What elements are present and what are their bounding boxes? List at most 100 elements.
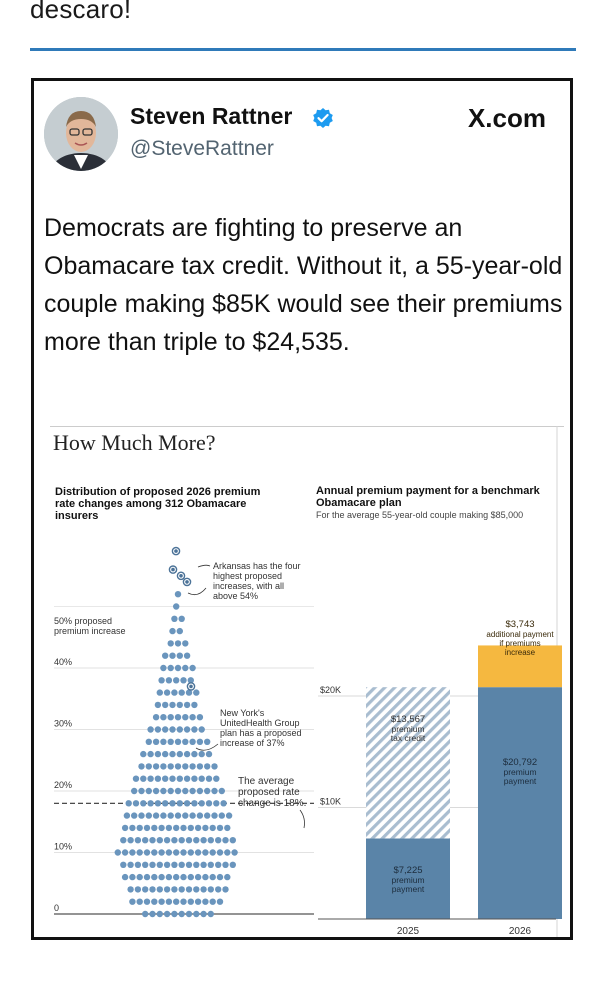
- insurer-dot: [158, 677, 165, 684]
- insurer-dot: [183, 726, 191, 733]
- bar2025-credit-l2: premium: [391, 724, 424, 734]
- insurer-dot: [215, 861, 222, 868]
- ny-label-3: plan has a proposed: [220, 728, 302, 738]
- insurer-dot: [160, 714, 167, 721]
- insurer-dot: [185, 886, 193, 893]
- insurer-dot: [162, 701, 169, 709]
- insurer-dot: [180, 677, 187, 684]
- insurer-dot: [224, 873, 231, 881]
- left-tick-label: 10%: [54, 842, 72, 852]
- insurer-dot: [189, 664, 196, 672]
- insurer-dot: [121, 849, 129, 856]
- insurer-dot: [189, 714, 196, 721]
- insurer-dot: [171, 689, 178, 696]
- insurer-dot: [185, 861, 193, 868]
- insurer-dot: [149, 861, 156, 868]
- insurer-dot: [183, 775, 191, 782]
- author-name[interactable]: Steven Rattner: [130, 103, 293, 129]
- author-handle[interactable]: @SteveRattner: [130, 137, 274, 160]
- insurer-dot: [205, 775, 213, 782]
- bar-premium-payment: [478, 687, 562, 919]
- insurer-dot: [143, 898, 151, 905]
- insurer-dot: [205, 750, 213, 758]
- insurer-dot: [171, 615, 178, 622]
- insurer-dot: [165, 824, 173, 832]
- insurer-dot: [209, 873, 216, 881]
- insurer-dot: [149, 886, 156, 893]
- insurer-dot: [189, 763, 196, 770]
- insurer-dot: [196, 787, 204, 795]
- arkansas-label-3: increases, with all: [213, 581, 284, 591]
- insurer-dot: [198, 726, 205, 733]
- insurer-dot: [174, 714, 182, 721]
- bar-tick-label: $20K: [320, 685, 341, 695]
- left-chart-title: Distribution of proposed 2026 premium ra…: [55, 486, 261, 522]
- insurer-dot: [143, 849, 151, 856]
- insurer-dot: [173, 873, 180, 881]
- insurer-dot: [200, 910, 207, 918]
- insurer-dot: [204, 787, 211, 795]
- bar2025-pay-l1: $7,225: [393, 865, 422, 876]
- bar-category-label: 2025: [397, 926, 420, 937]
- insurer-dot: [151, 898, 158, 905]
- insurer-dot: [180, 873, 187, 881]
- insurer-dot: [136, 873, 143, 881]
- insurer-dot: [183, 800, 191, 807]
- insurer-dot: [158, 849, 165, 856]
- insurer-dot: [173, 677, 180, 684]
- insurer-dot: [196, 714, 204, 721]
- insurer-dot: [121, 824, 129, 832]
- insurer-dot: [149, 910, 156, 918]
- label-50pct-1: 50% proposed: [54, 616, 112, 626]
- insurer-dot: [174, 664, 182, 672]
- bar2025-pay-l2: premium: [391, 875, 424, 885]
- insurer-dot: [151, 873, 158, 881]
- insurer-dot: [156, 886, 163, 893]
- insurer-dot: [213, 775, 220, 782]
- bar-additional-payment: [478, 645, 562, 688]
- insurer-dot: [216, 824, 224, 832]
- insurer-dot: [134, 886, 142, 893]
- insurer-dot: [182, 763, 189, 770]
- avatar[interactable]: [44, 97, 118, 171]
- insurer-dot: [174, 812, 182, 819]
- insurer-dot: [131, 787, 138, 795]
- insurer-dot: [193, 689, 200, 696]
- insurer-dot: [129, 824, 136, 832]
- insurer-dot: [173, 824, 180, 832]
- insurer-dot: [180, 898, 187, 905]
- insurer-dot: [202, 873, 209, 881]
- insurer-dot: [167, 640, 174, 647]
- insurer-dot: [134, 861, 142, 868]
- insurer-dot: [229, 837, 236, 844]
- ny-label-4: increase of 37%: [220, 738, 285, 748]
- insurer-dot: [211, 787, 218, 795]
- insurer-dot: [185, 910, 193, 918]
- insurer-dot: [182, 812, 189, 819]
- insurer-dot: [154, 726, 162, 733]
- insurer-dot: [174, 591, 182, 598]
- insurer-dot: [127, 861, 134, 868]
- avg-label-3: change is 18%.: [238, 798, 306, 809]
- insurer-dot: [215, 886, 222, 893]
- chart-figure: How Much More? Distribution of proposed …: [50, 426, 564, 937]
- insurer-dot: [165, 677, 173, 684]
- right-chart-subtitle: For the average 55-year-old couple makin…: [316, 510, 524, 520]
- insurer-dot: [183, 701, 191, 709]
- x-logo[interactable]: X.com: [467, 103, 546, 133]
- insurer-dot: [136, 824, 143, 832]
- insurer-dot: [169, 701, 176, 709]
- insurer-dot: [216, 849, 224, 856]
- insurer-dot: [154, 775, 162, 782]
- insurer-dot: [163, 910, 171, 918]
- arkansas-label-4: above 54%: [213, 591, 258, 601]
- highlight-dot-core: [189, 684, 193, 689]
- insurer-dot: [171, 861, 178, 868]
- insurer-dot: [142, 910, 149, 918]
- insurer-dot: [176, 701, 183, 709]
- insurer-dot: [174, 640, 182, 647]
- insurer-dot: [198, 800, 205, 807]
- insurer-dot: [194, 898, 202, 905]
- ny-label-1: New York's: [220, 708, 265, 718]
- arkansas-label-2: highest proposed: [213, 571, 282, 581]
